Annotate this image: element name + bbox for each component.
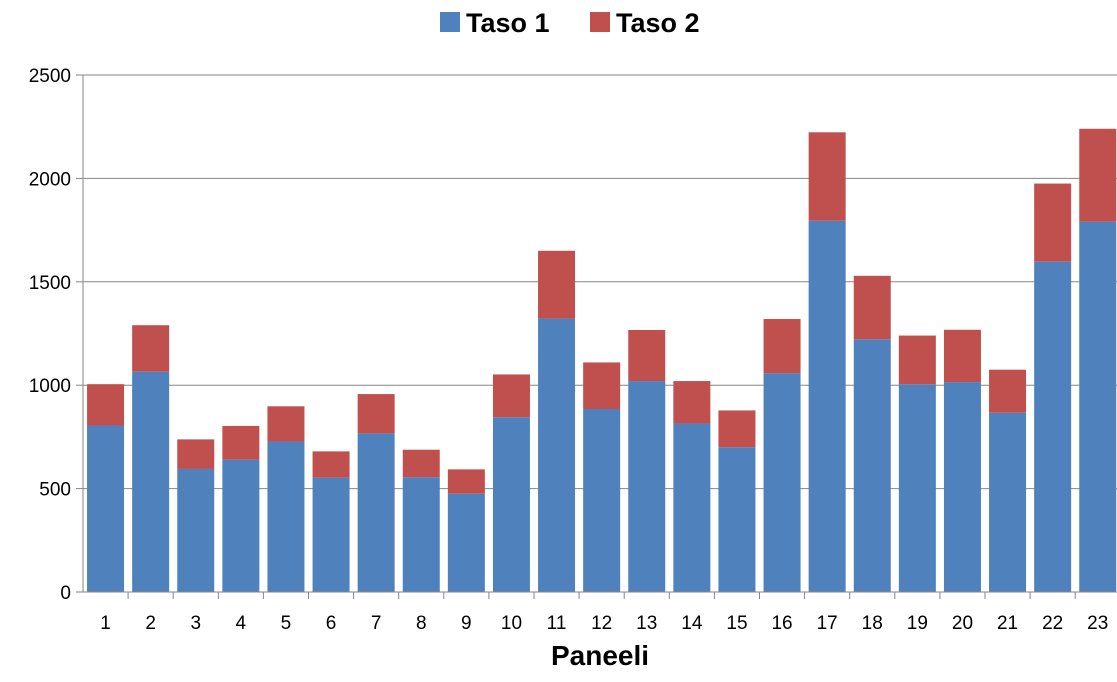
x-tick-label: 3 — [190, 613, 201, 634]
x-tick-label: 7 — [371, 613, 382, 634]
y-tick-label: 1000 — [29, 376, 71, 397]
bar-taso-1-13 — [628, 381, 666, 592]
x-tick-label: 23 — [1087, 613, 1108, 634]
x-tick-label: 18 — [862, 613, 883, 634]
x-tick-label: 15 — [726, 613, 747, 634]
bar-taso-1-16 — [763, 373, 801, 592]
bar-taso-2-23 — [1079, 128, 1117, 222]
bar-taso-1-12 — [583, 408, 621, 592]
legend-swatch-taso-1 — [440, 12, 460, 32]
bar-taso-1-4 — [222, 459, 260, 592]
bar-taso-1-10 — [492, 417, 530, 592]
bar-taso-1-19 — [898, 384, 936, 592]
x-tick-labels: 1 2 3 4 5 6 7 8 9 10 11 12 13 14 15 16 17 18 19 20 21 22 23 — [100, 613, 1108, 634]
y-tick-labels: 0 500 1000 1500 2000 2500 — [29, 66, 71, 604]
x-tick-label: 21 — [997, 613, 1018, 634]
bar-taso-1-8 — [402, 477, 440, 592]
bar-taso-2-21 — [989, 369, 1027, 413]
bar-taso-2-19 — [898, 335, 936, 385]
x-tick-label: 11 — [547, 613, 567, 634]
x-tick-label: 17 — [817, 613, 838, 634]
axes — [82, 75, 1117, 593]
legend: Taso 1 Taso 2 — [440, 8, 700, 38]
bar-taso-2-8 — [402, 449, 440, 478]
y-tick-label: 1500 — [29, 273, 71, 294]
bar-taso-2-6 — [312, 451, 350, 478]
bar-taso-2-14 — [673, 381, 711, 424]
bar-taso-2-5 — [267, 406, 305, 442]
x-tick-label: 20 — [952, 613, 973, 634]
x-tick-label: 4 — [236, 613, 247, 634]
bar-taso-2-1 — [87, 384, 125, 426]
legend-label: Taso 2 — [616, 8, 700, 38]
x-tick-label: 22 — [1042, 613, 1063, 634]
legend-label: Taso 1 — [466, 8, 550, 38]
bar-taso-2-17 — [808, 132, 846, 221]
bar-taso-2-16 — [763, 319, 801, 374]
bar-taso-1-1 — [87, 425, 125, 592]
bar-taso-2-11 — [538, 250, 576, 319]
bar-taso-2-9 — [447, 469, 485, 494]
x-tick-label: 5 — [281, 613, 292, 634]
bar-taso-2-12 — [583, 362, 621, 409]
bar-taso-1-7 — [357, 433, 395, 592]
bar-taso-2-7 — [357, 394, 395, 434]
bar-taso-1-20 — [943, 382, 981, 592]
x-tick-label: 2 — [145, 613, 156, 634]
bars — [87, 128, 1117, 599]
bar-taso-2-20 — [943, 329, 981, 383]
bar-taso-2-3 — [177, 439, 215, 469]
bar-taso-1-15 — [718, 447, 756, 592]
bar-taso-1-21 — [989, 412, 1027, 592]
bar-taso-1-9 — [447, 493, 485, 592]
bar-taso-1-23 — [1079, 221, 1117, 592]
bar-taso-1-5 — [267, 441, 305, 592]
x-tick-label: 14 — [681, 613, 703, 634]
x-tick-label: 1 — [100, 613, 111, 634]
bar-taso-1-22 — [1034, 261, 1072, 592]
x-tick-label: 9 — [461, 613, 472, 634]
bar-taso-2-10 — [492, 374, 530, 418]
bar-taso-1-11 — [538, 318, 576, 592]
y-tick-label: 0 — [60, 583, 71, 604]
x-tick-label: 19 — [907, 613, 928, 634]
bar-taso-2-2 — [132, 325, 170, 372]
x-axis-title: Paneeli — [551, 640, 649, 671]
bar-taso-2-13 — [628, 329, 666, 382]
x-tick-label: 10 — [501, 613, 522, 634]
x-tick-label: 8 — [416, 613, 427, 634]
x-tick-label: 13 — [636, 613, 657, 634]
y-tick-label: 500 — [39, 480, 71, 501]
x-tick-label: 12 — [591, 613, 612, 634]
bar-taso-2-18 — [853, 275, 891, 340]
bar-taso-2-22 — [1034, 183, 1072, 262]
bar-taso-1-2 — [132, 371, 170, 592]
bar-taso-1-17 — [808, 220, 846, 592]
bar-taso-1-18 — [853, 339, 891, 592]
y-tick-label: 2000 — [29, 169, 71, 190]
bar-taso-1-14 — [673, 423, 711, 592]
bar-taso-1-3 — [177, 468, 215, 592]
bar-taso-2-15 — [718, 410, 756, 448]
legend-swatch-taso-2 — [590, 12, 610, 32]
bar-taso-1-6 — [312, 477, 350, 592]
bar-taso-2-4 — [222, 425, 260, 460]
y-tick-label: 2500 — [29, 66, 71, 87]
x-tick-label: 16 — [771, 613, 792, 634]
x-tick-label: 6 — [326, 613, 337, 634]
